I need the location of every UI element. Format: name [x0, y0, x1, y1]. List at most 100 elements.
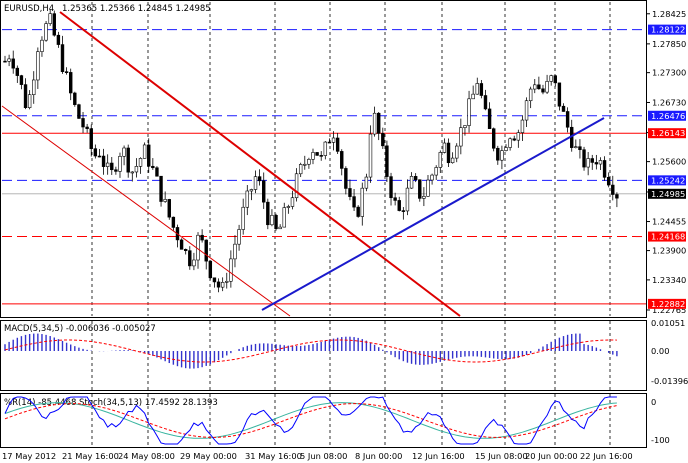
bull-candle [500, 150, 504, 161]
bear-candle [356, 206, 360, 217]
bear-candle [393, 197, 397, 201]
bull-candle [442, 142, 447, 153]
bull-candle [270, 214, 274, 226]
bull-candle [27, 94, 32, 108]
price-tick-label: 1.23900 [652, 246, 686, 256]
bear-candle [483, 95, 488, 110]
resistance-trendline[interactable] [59, 11, 461, 317]
level-label-box [648, 110, 686, 121]
price-axis: 1.284251.278501.273001.267301.261551.256… [646, 9, 686, 315]
bear-candle [553, 75, 557, 84]
bull-candle [237, 229, 241, 245]
bear-candle [15, 67, 20, 76]
williams-r-line [4, 396, 617, 445]
bear-candle [348, 188, 352, 197]
bull-candle [405, 187, 410, 212]
bear-candle [114, 169, 118, 172]
bull-candle [307, 159, 311, 165]
bear-candle [204, 239, 208, 262]
bull-candle [524, 100, 529, 121]
bull-candle [360, 187, 364, 217]
bear-candle [171, 216, 176, 228]
bull-candle [471, 93, 475, 100]
bear-candle [352, 196, 356, 208]
bear-candle [606, 177, 611, 186]
time-label: 22 Jun 16:00 [580, 451, 633, 461]
bull-candle [32, 79, 36, 95]
bull-candle [294, 173, 299, 199]
bull-candle [450, 157, 455, 164]
bull-candle [409, 176, 414, 189]
bull-candle [455, 145, 459, 159]
level-label-l3: 1.26143 [651, 128, 685, 138]
macd-panel[interactable] [0, 320, 647, 391]
level-label-l4: 1.25242 [651, 175, 685, 185]
symbol-label: EURUSD,H4 [4, 4, 54, 14]
bull-candle [528, 88, 533, 102]
bull-candle [105, 162, 110, 167]
bear-candle [147, 144, 151, 167]
price-tick-label: 1.28425 [652, 9, 686, 19]
bull-candle [467, 98, 471, 126]
level-label-l1: 1.28122 [651, 25, 685, 35]
bear-candle [179, 239, 184, 250]
bear-candle [615, 194, 619, 199]
stoch-axis: 0 -100 [651, 397, 670, 445]
macd-label: MACD(5,34,5) -0.006036 -0.005027 [4, 324, 156, 334]
bear-candle [397, 200, 401, 211]
bull-candle [364, 176, 369, 189]
bull-candle [290, 197, 295, 207]
bull-candle [122, 147, 126, 157]
bear-candle [110, 162, 114, 171]
bear-candle [557, 82, 562, 107]
bull-candle [220, 282, 225, 288]
bull-candle [282, 207, 286, 228]
bear-candle [56, 34, 61, 45]
bull-candle [516, 132, 521, 141]
support-trendline[interactable] [261, 117, 605, 311]
bull-candle [134, 166, 139, 173]
bear-candle [126, 147, 130, 173]
level-label-l5: 1.24985 [651, 189, 685, 199]
bull-candle [233, 243, 237, 260]
bull-candle [48, 13, 52, 24]
bull-candle [533, 84, 537, 90]
bear-candle [81, 118, 85, 128]
ohlc-label: 1.25365 1.25366 1.24845 1.24985 [62, 4, 211, 14]
main-chart-panel[interactable] [0, 0, 647, 318]
bull-candle [545, 81, 549, 93]
bear-candle [582, 149, 586, 168]
time-label: 24 May 08:00 [118, 451, 175, 461]
bull-candle [229, 258, 233, 282]
stoch-panel[interactable] [0, 393, 647, 448]
bear-candle [274, 214, 278, 230]
bear-candle [335, 137, 340, 152]
time-label: 21 May 16:00 [62, 451, 119, 461]
stoch-tick-label: 0 [651, 397, 656, 407]
bull-candle [163, 199, 167, 202]
price-tick-label: 1.26730 [652, 97, 686, 107]
bull-candle [7, 58, 11, 62]
macd-tick-label: 0.00 [651, 346, 669, 356]
bull-candle [422, 196, 426, 199]
time-label: 20 Jun 00:00 [525, 451, 578, 461]
bear-candle [578, 146, 582, 151]
bull-candle [253, 176, 258, 190]
resistance-parallel-line[interactable] [1, 105, 291, 317]
time-axis: 17 May 2012 21 May 16:00 24 May 08:00 29 Ma… [2, 451, 633, 461]
bear-candle [344, 168, 348, 189]
time-label: 29 May 00:00 [180, 451, 237, 461]
price-tick-label: 1.22765 [652, 305, 686, 315]
bull-candle [298, 164, 303, 175]
bear-candle [200, 234, 204, 241]
bull-candle [36, 51, 40, 81]
level-label-box [648, 188, 686, 199]
bear-candle [73, 92, 77, 105]
bull-candle [311, 152, 315, 160]
bear-candle [155, 167, 159, 177]
bear-candle [89, 128, 93, 149]
level-label-l7: 1.22882 [651, 299, 685, 309]
bear-candle [315, 152, 319, 156]
bear-candle [496, 147, 500, 161]
